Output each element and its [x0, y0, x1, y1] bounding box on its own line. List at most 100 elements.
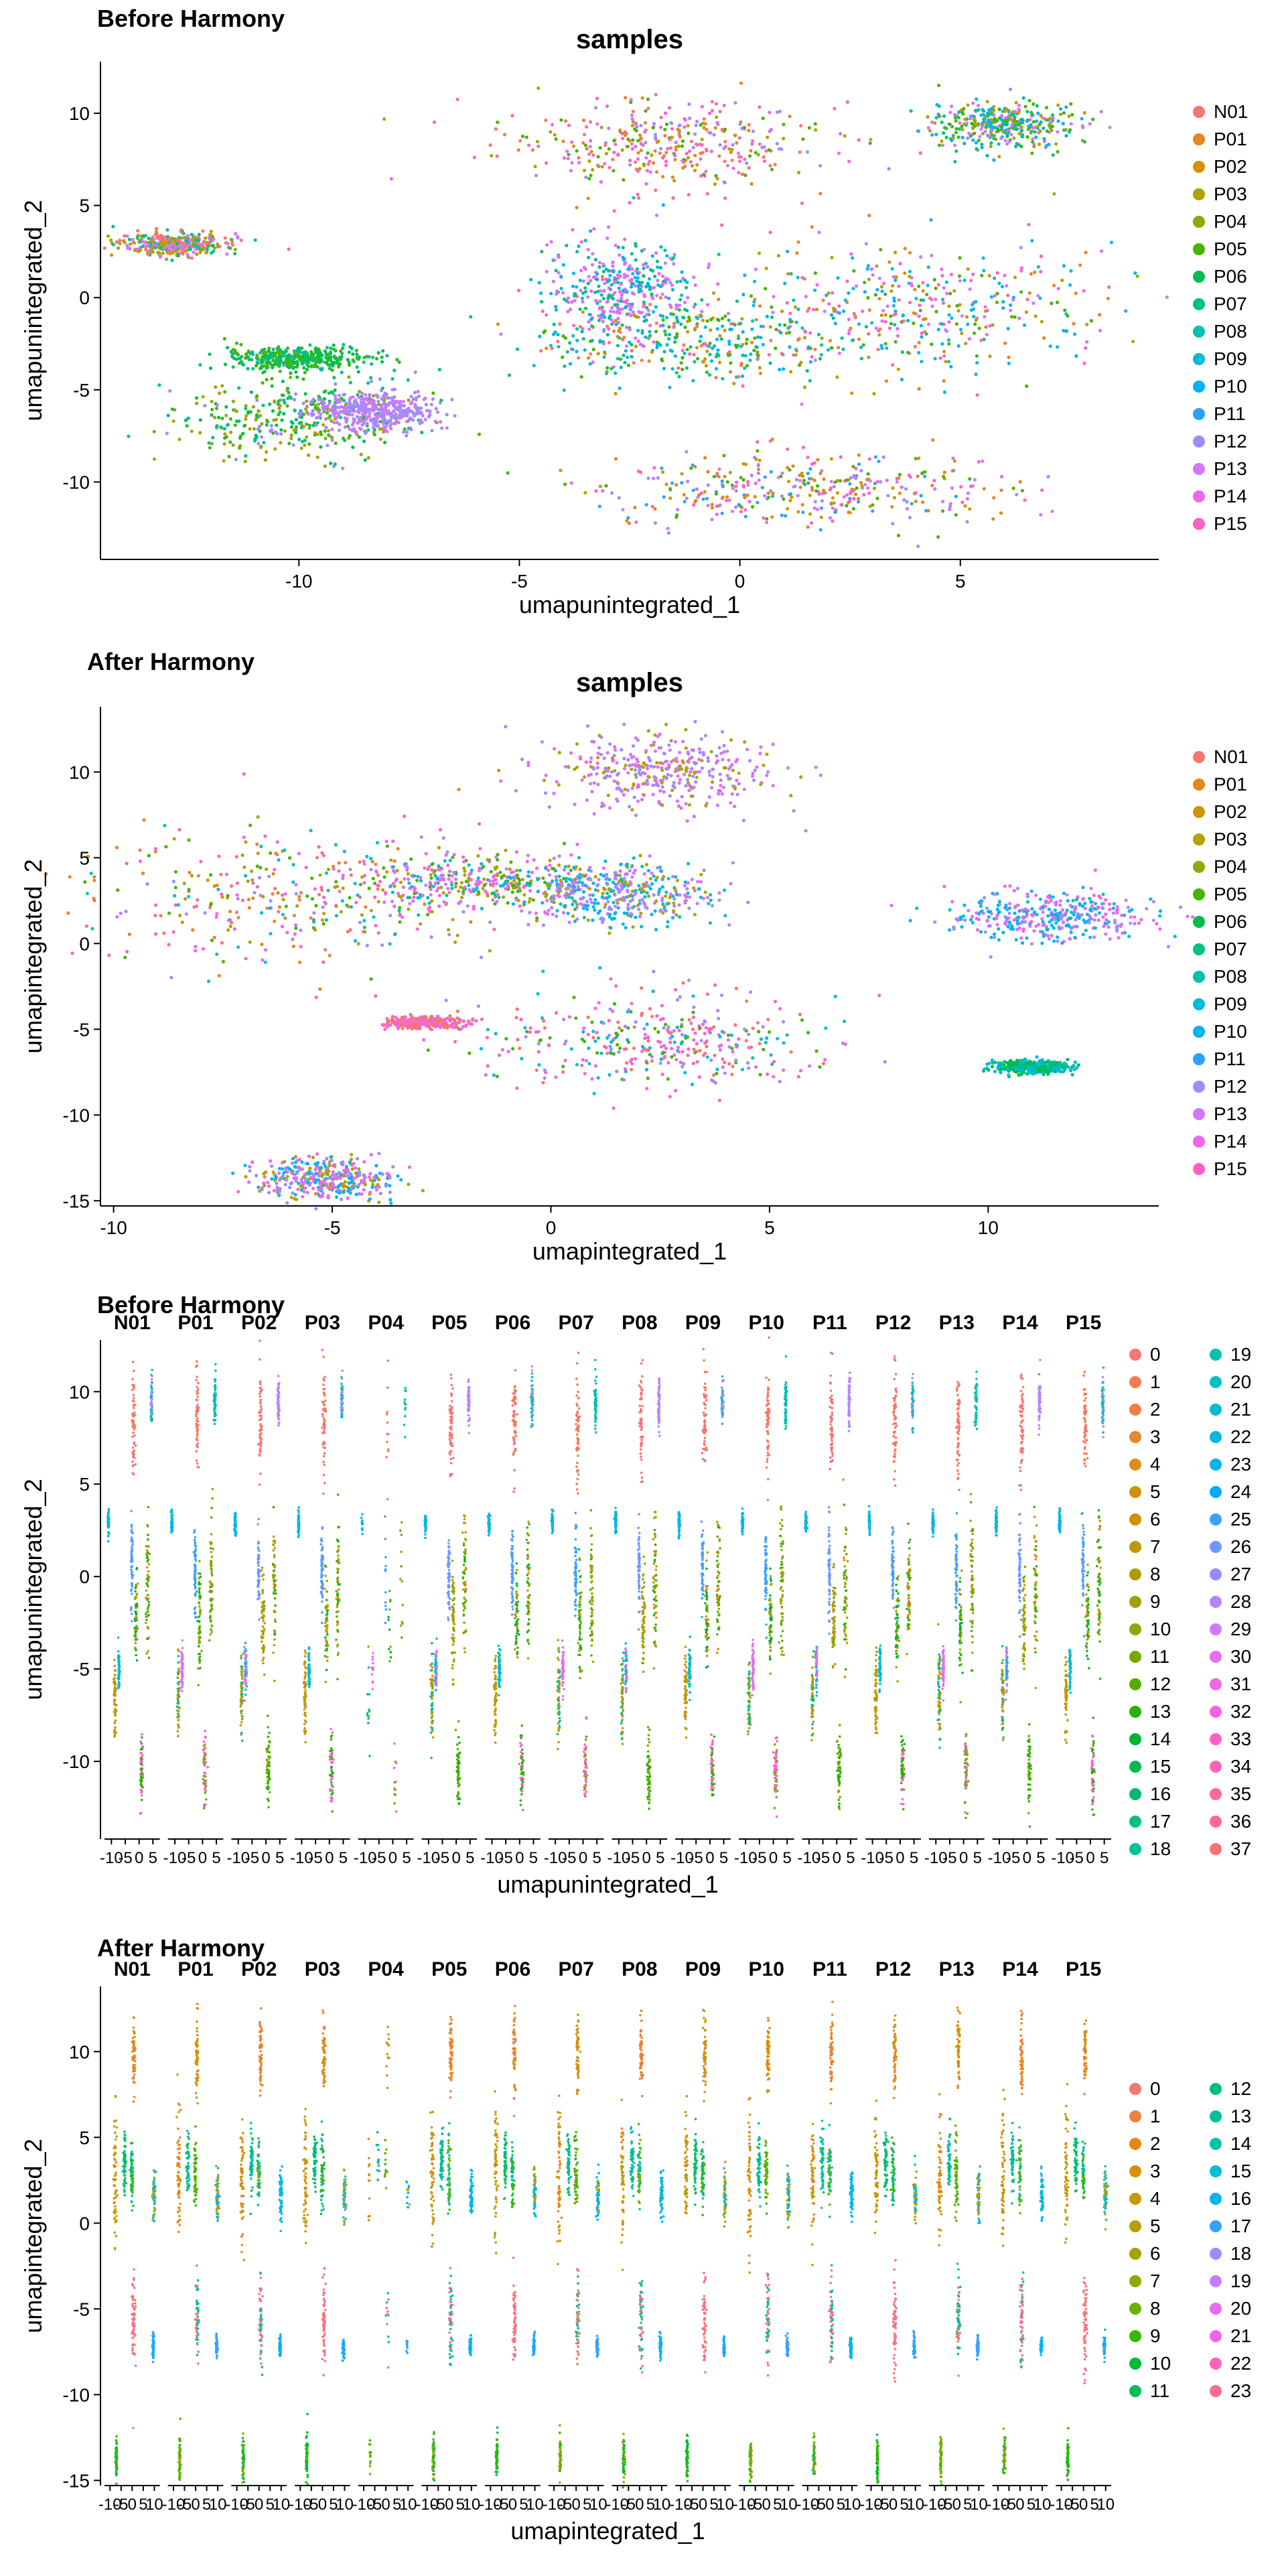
data-point	[279, 370, 282, 373]
data-point	[667, 763, 670, 766]
data-point	[1035, 125, 1039, 129]
data-point	[985, 326, 988, 329]
data-point	[966, 323, 969, 326]
data-point	[85, 925, 88, 928]
data-point	[335, 914, 338, 917]
data-point	[957, 116, 960, 119]
data-point	[610, 283, 614, 286]
data-point	[210, 230, 213, 233]
data-point	[902, 320, 906, 323]
data-point	[806, 150, 809, 153]
data-point	[239, 343, 242, 346]
data-point	[225, 253, 228, 256]
data-point	[315, 416, 318, 419]
data-point	[868, 458, 871, 461]
data-point	[498, 871, 502, 874]
data-point	[582, 337, 585, 340]
data-point	[810, 355, 814, 358]
data-point	[197, 874, 200, 878]
data-point	[380, 943, 384, 947]
data-point	[439, 401, 442, 405]
data-point	[760, 325, 763, 328]
data-point	[954, 513, 958, 517]
data-point	[871, 503, 874, 506]
data-point	[891, 486, 895, 490]
data-point	[854, 492, 857, 496]
data-point	[990, 295, 993, 299]
data-point	[372, 915, 375, 919]
data-point	[186, 424, 189, 427]
data-point	[614, 143, 617, 146]
data-point	[778, 110, 782, 113]
data-point	[727, 318, 731, 322]
data-point	[927, 322, 930, 326]
data-point	[582, 119, 585, 122]
data-point	[851, 339, 854, 342]
data-point	[602, 771, 605, 774]
data-point	[366, 944, 369, 947]
data-point	[577, 161, 581, 164]
data-point	[1062, 122, 1065, 125]
data-point	[610, 295, 613, 298]
data-point	[378, 880, 382, 883]
data-point	[1017, 104, 1021, 107]
data-point	[369, 418, 372, 421]
data-point	[297, 346, 301, 350]
data-point	[607, 225, 610, 228]
data-point	[587, 177, 591, 180]
data-point	[648, 324, 652, 327]
data-point	[1074, 291, 1078, 295]
data-point	[651, 255, 654, 258]
data-point	[921, 500, 924, 504]
data-point	[999, 137, 1003, 140]
data-point	[667, 325, 670, 328]
data-point	[391, 839, 395, 843]
data-point	[597, 752, 600, 755]
data-point	[964, 342, 967, 345]
data-point	[736, 793, 739, 796]
data-point	[819, 528, 823, 531]
data-point	[246, 880, 250, 883]
data-point	[332, 868, 336, 871]
data-point	[284, 892, 287, 896]
data-point	[716, 282, 719, 285]
data-point	[678, 781, 681, 785]
data-point	[650, 153, 653, 157]
data-point	[951, 457, 954, 460]
data-point	[172, 419, 175, 423]
data-point	[488, 921, 492, 924]
data-point	[1039, 114, 1042, 117]
data-point	[589, 289, 593, 293]
data-point	[685, 802, 688, 805]
data-point	[788, 345, 791, 348]
data-point	[977, 460, 981, 464]
data-point	[620, 296, 623, 299]
data-point	[589, 174, 593, 177]
data-point	[499, 884, 502, 888]
data-point	[634, 276, 637, 279]
data-point	[793, 484, 796, 488]
data-point	[423, 397, 427, 400]
data-point	[275, 358, 279, 361]
data-point	[683, 493, 686, 496]
data-point	[701, 766, 704, 770]
data-point	[889, 322, 893, 326]
data-point	[723, 159, 727, 163]
data-point	[908, 251, 912, 255]
data-point	[729, 361, 732, 364]
data-point	[557, 345, 560, 348]
data-point	[642, 320, 646, 323]
data-point	[693, 500, 697, 503]
data-point	[648, 170, 652, 174]
data-point	[654, 93, 658, 96]
data-point	[880, 285, 883, 289]
data-point	[904, 247, 907, 250]
data-point	[477, 890, 480, 894]
data-point	[390, 900, 394, 903]
data-point	[432, 871, 435, 874]
data-point	[220, 384, 224, 387]
data-point	[665, 316, 668, 320]
data-point	[969, 484, 973, 488]
data-point	[750, 474, 754, 477]
x-tick-label: -5	[511, 571, 528, 592]
